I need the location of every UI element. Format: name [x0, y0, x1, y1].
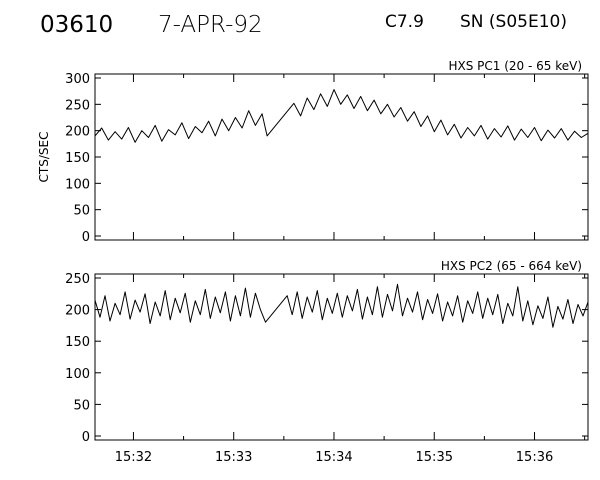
y-tick-label: 50: [73, 398, 90, 413]
panel-title: HXS PC1 (20 - 65 keV): [448, 59, 582, 73]
y-tick-label: 0: [82, 230, 90, 245]
y-tick-label: 150: [65, 335, 90, 350]
y-tick-label: 100: [65, 177, 90, 192]
y-tick-label: 300: [65, 72, 90, 87]
event-id: 03610: [40, 12, 114, 38]
y-tick-label: 250: [65, 98, 90, 113]
x-tick-label: 15:35: [416, 450, 453, 465]
plot-frame-2: [94, 273, 589, 441]
y-tick-label: 50: [73, 204, 90, 219]
y-tick-label: 200: [65, 304, 90, 319]
y-tick-label: 0: [82, 430, 90, 445]
y-tick-label: 150: [65, 151, 90, 166]
series-line-2-1: [94, 283, 589, 328]
x-tick-label: 15:36: [516, 450, 553, 465]
x-tick-label: 15:33: [215, 450, 252, 465]
event-date: 7-APR-92: [158, 12, 263, 38]
x-tick-label: 15:32: [115, 450, 152, 465]
x-tick-label: 15:34: [315, 450, 352, 465]
panel-title: HXS PC2 (65 - 664 keV): [441, 259, 582, 273]
y-tick-label: 100: [65, 367, 90, 382]
y-axis-label: CTS/SEC: [37, 132, 51, 183]
y-tick-label: 250: [65, 272, 90, 287]
goes-class: C7.9: [385, 12, 424, 32]
y-tick-label: 200: [65, 125, 90, 140]
plot-frame-1: [94, 73, 589, 241]
flare-location: SN (S05E10): [460, 12, 567, 32]
series-line-1-1: [94, 89, 589, 143]
